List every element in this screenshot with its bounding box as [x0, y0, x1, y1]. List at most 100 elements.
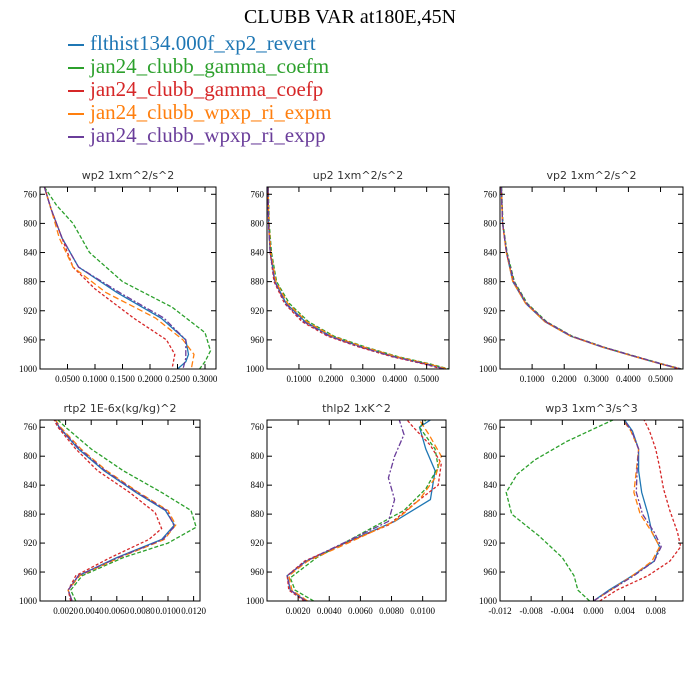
legend-item: jan24_clubb_wpxp_ri_expp — [68, 124, 331, 147]
y-tick-label: 800 — [251, 451, 265, 461]
series-line-4 — [288, 419, 443, 602]
series-line-2 — [57, 419, 197, 602]
subplot-6: wp3 1xm^3/s^3 760 800 840 880 920 960 1000-0.01… — [479, 402, 684, 616]
x-tick-label: 0.5000 — [414, 374, 439, 384]
x-tick-label: 0.0060 — [348, 606, 373, 616]
legend-swatch — [68, 43, 84, 46]
legend-swatch — [68, 135, 84, 138]
x-tick-label: 0.0080 — [379, 606, 404, 616]
legend-item: jan24_clubb_gamma_coefm — [68, 55, 331, 78]
y-tick-label: 840 — [484, 248, 498, 258]
x-tick-label: 0.4000 — [382, 374, 407, 384]
y-tick-label: 880 — [484, 509, 498, 519]
x-tick-label: 0.2000 — [552, 374, 577, 384]
series-line-5 — [286, 419, 405, 602]
series-line-1 — [500, 186, 680, 370]
y-tick-label: 1000 — [479, 364, 498, 374]
subplot-1: wp2 1xm^2/s^2 760 800 840 880 920 960 1000 0.050… — [19, 169, 218, 384]
plot-frame — [266, 186, 450, 370]
series-line-4 — [54, 419, 177, 602]
y-tick-label: 840 — [484, 480, 498, 490]
x-tick-label: 0.0040 — [79, 606, 104, 616]
y-tick-label: 800 — [484, 218, 498, 228]
subplot-title: vp2 1xm^2/s^2 — [546, 169, 636, 182]
x-tick-label: 0.0040 — [317, 606, 342, 616]
x-tick-label: 0.0100 — [156, 606, 181, 616]
y-tick-label: 920 — [24, 538, 38, 548]
y-tick-label: 880 — [251, 509, 265, 519]
plot-frame — [266, 419, 447, 602]
series-line-2 — [289, 419, 439, 602]
legend-swatch — [68, 89, 84, 92]
series-line-1 — [267, 186, 446, 370]
y-tick-label: 920 — [484, 306, 498, 316]
series-line-4 — [43, 186, 195, 370]
x-tick-label: 0.1000 — [83, 374, 108, 384]
x-tick-label: 0.2500 — [165, 374, 190, 384]
x-tick-label: 0.0020 — [286, 606, 311, 616]
x-tick-label: 0.008 — [646, 606, 667, 616]
y-tick-label: 920 — [484, 538, 498, 548]
subplot-5: thlp2 1xK^2 760 800 840 880 920 960 1000 0.0020 0… — [246, 402, 447, 616]
y-tick-label: 800 — [484, 451, 498, 461]
y-tick-label: 880 — [484, 277, 498, 287]
y-tick-label: 800 — [24, 451, 38, 461]
plot-frame — [39, 186, 217, 370]
series-line-2 — [505, 419, 614, 602]
y-tick-label: 920 — [251, 538, 265, 548]
y-tick-label: 960 — [251, 335, 265, 345]
plot-frame — [499, 419, 684, 602]
x-tick-label: 0.4000 — [616, 374, 641, 384]
y-tick-label: 1000 — [479, 596, 498, 606]
y-tick-label: 920 — [251, 306, 265, 316]
x-tick-label: -0.004 — [551, 606, 575, 616]
subplot-title: rtp2 1E-6x(kg/kg)^2 — [64, 402, 177, 415]
legend-item: jan24_clubb_gamma_coefp — [68, 78, 331, 101]
series-line-2 — [267, 186, 450, 370]
series-line-5 — [54, 419, 176, 602]
x-tick-label: 0.1000 — [520, 374, 545, 384]
y-tick-label: 920 — [24, 306, 38, 316]
x-tick-label: -0.012 — [488, 606, 511, 616]
y-tick-label: 1000 — [19, 364, 38, 374]
x-tick-label: 0.000 — [583, 606, 604, 616]
y-tick-label: 800 — [24, 218, 38, 228]
x-tick-label: 0.1000 — [287, 374, 312, 384]
y-tick-label: 960 — [24, 335, 38, 345]
y-tick-label: 960 — [251, 567, 265, 577]
y-tick-label: 1000 — [19, 596, 38, 606]
legend-swatch — [68, 66, 84, 69]
x-tick-label: 0.0060 — [104, 606, 129, 616]
y-tick-label: 760 — [24, 422, 38, 432]
y-tick-label: 840 — [251, 248, 265, 258]
legend: flthist134.000f_xp2_revert jan24_clubb_g… — [68, 32, 331, 147]
series-line-1 — [286, 419, 436, 602]
y-tick-label: 880 — [251, 277, 265, 287]
legend-item: jan24_clubb_wpxp_ri_expm — [68, 101, 331, 124]
x-tick-label: 0.2000 — [138, 374, 163, 384]
y-tick-label: 760 — [484, 189, 498, 199]
legend-label: jan24_clubb_wpxp_ri_expp — [90, 123, 326, 147]
x-tick-label: 0.2000 — [318, 374, 343, 384]
series-line-2 — [500, 186, 682, 370]
series-line-3 — [286, 419, 442, 602]
x-tick-label: -0.008 — [520, 606, 544, 616]
x-tick-label: 0.3000 — [584, 374, 609, 384]
subplot-title: wp3 1xm^3/s^3 — [545, 402, 638, 415]
series-line-3 — [599, 419, 682, 602]
x-tick-label: 0.0100 — [410, 606, 435, 616]
x-tick-label: 0.0020 — [53, 606, 78, 616]
y-tick-label: 760 — [251, 422, 265, 432]
subplot-title: thlp2 1xK^2 — [322, 402, 391, 415]
y-tick-label: 760 — [484, 422, 498, 432]
series-line-3 — [500, 186, 681, 370]
y-tick-label: 800 — [251, 218, 265, 228]
legend-swatch — [68, 112, 84, 115]
series-line-5 — [593, 419, 662, 602]
y-tick-label: 960 — [24, 567, 38, 577]
y-tick-label: 760 — [251, 189, 265, 199]
subplot-2: up2 1xm^2/s^2 760 800 840 880 920 960 1000 0.100… — [246, 169, 450, 384]
x-tick-label: 0.5000 — [648, 374, 673, 384]
legend-label: jan24_clubb_wpxp_ri_expm — [90, 100, 332, 124]
